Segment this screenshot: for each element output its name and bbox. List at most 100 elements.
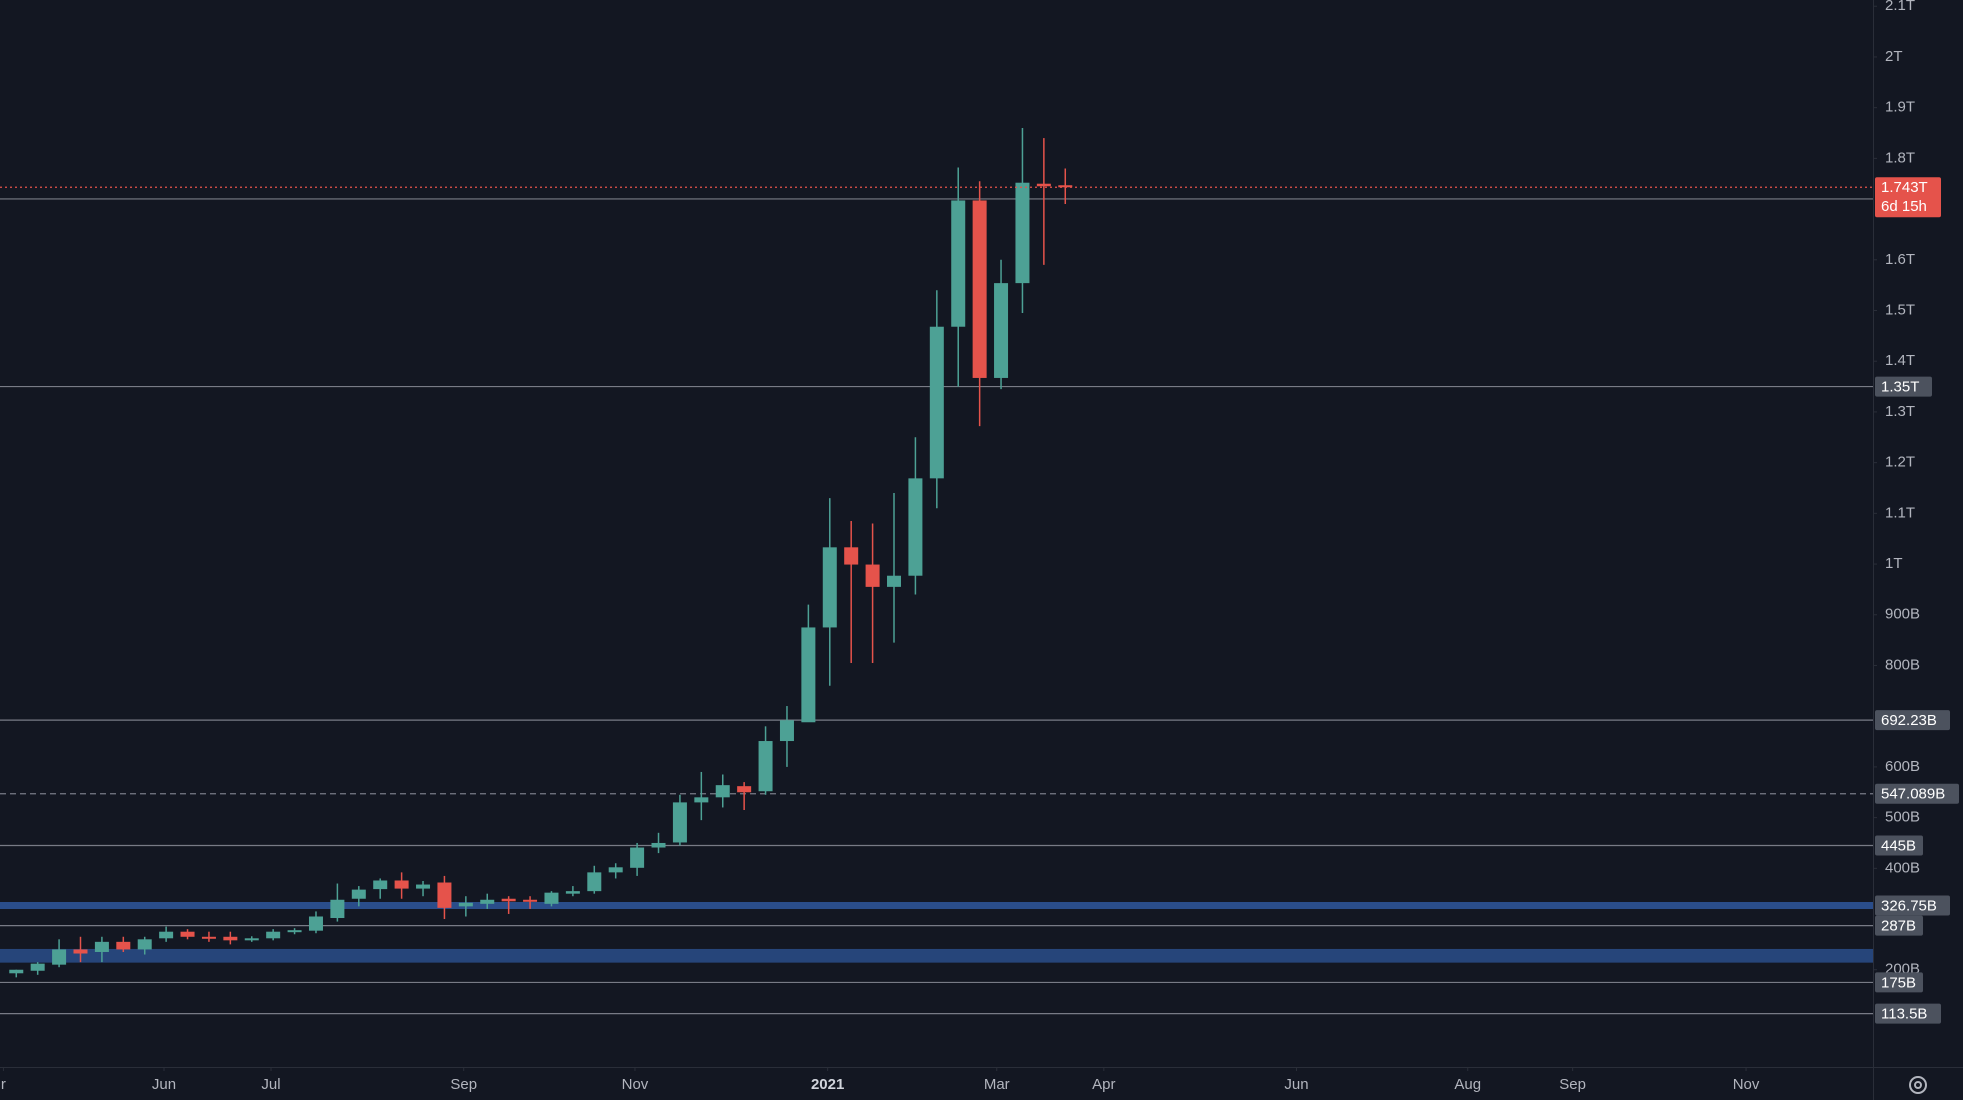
- candle-body: [994, 283, 1009, 378]
- candle-body: [587, 872, 602, 892]
- candle-body: [394, 880, 409, 889]
- candle-body: [672, 802, 687, 843]
- candle-body: [416, 884, 431, 889]
- candle-body: [694, 797, 709, 803]
- price-label-box: [1875, 1003, 1941, 1024]
- price-label-text: 1.35T: [1881, 379, 1919, 396]
- y-tick-label: 900B: [1885, 606, 1920, 623]
- gear-ring: [1909, 1076, 1927, 1094]
- price-label-box: [1875, 895, 1950, 916]
- candle-body: [458, 902, 473, 907]
- candle-body: [1058, 185, 1073, 188]
- candle-body: [908, 478, 923, 576]
- candle-body: [844, 547, 859, 565]
- price-label-text: 445B: [1881, 837, 1916, 854]
- last-price-label: 1.743T 6d 15h: [1875, 177, 1941, 218]
- price-label: 547.089B: [1875, 783, 1959, 804]
- candle-body: [887, 575, 902, 587]
- candle-body: [73, 949, 88, 954]
- y-tick-label: 600B: [1885, 758, 1920, 775]
- y-tick-label: 800B: [1885, 656, 1920, 673]
- candle-body: [373, 880, 388, 890]
- candle-body: [480, 899, 495, 904]
- price-label-box: [1875, 835, 1923, 856]
- gear-hub: [1914, 1081, 1922, 1089]
- price-label-text: 287B: [1881, 918, 1916, 935]
- price-label-box: [1875, 376, 1932, 397]
- candle-body: [737, 786, 752, 793]
- price-label-text: 113.5B: [1881, 1006, 1927, 1023]
- candle-body: [544, 892, 559, 904]
- y-tick-label: 1.5T: [1885, 301, 1915, 318]
- price-label: 445B: [1875, 835, 1923, 856]
- candle-body: [201, 936, 216, 939]
- candle-body: [223, 936, 238, 941]
- price-label-box: [1875, 972, 1923, 993]
- price-label: 1.35T: [1875, 376, 1932, 397]
- candle-body: [651, 842, 666, 848]
- zone: [0, 948, 1873, 963]
- candle-body: [244, 938, 259, 941]
- candle-body: [330, 899, 345, 919]
- price-label: 287B: [1875, 915, 1923, 936]
- price-label-text: 547.089B: [1881, 786, 1945, 803]
- candle-body: [30, 963, 45, 971]
- candle-body: [865, 564, 880, 587]
- y-tick-label: 1.6T: [1885, 251, 1915, 268]
- x-tick-label: Sep: [1559, 1076, 1586, 1093]
- price-label-box: [1875, 783, 1959, 804]
- y-tick-label: 500B: [1885, 809, 1920, 826]
- price-label: 692.23B: [1875, 710, 1950, 731]
- candle-body: [266, 931, 281, 939]
- candle-body: [116, 941, 131, 950]
- candle-body: [137, 939, 152, 950]
- candle-body: [159, 931, 174, 939]
- candle-body: [287, 930, 302, 933]
- price-label-text: 692.23B: [1881, 712, 1937, 729]
- y-tick-label: 1.8T: [1885, 149, 1915, 166]
- candle-body: [9, 969, 24, 974]
- x-tick-label: 2021: [811, 1076, 844, 1093]
- candle-body: [1015, 182, 1030, 284]
- candle-body: [351, 889, 366, 899]
- candle-body: [565, 891, 580, 894]
- x-tick-label: Mar: [984, 1076, 1010, 1093]
- price-label-text: 326.75B: [1881, 897, 1937, 914]
- candle-body: [822, 547, 837, 628]
- candle-body: [437, 882, 452, 908]
- candle-body: [951, 200, 966, 327]
- candle-body: [523, 899, 538, 902]
- candle-body: [94, 941, 109, 952]
- candle-body: [801, 627, 816, 723]
- candle-body: [972, 200, 987, 378]
- x-tick-label: r: [1, 1076, 6, 1093]
- last-price-text: 1.743T: [1881, 179, 1928, 196]
- y-tick-label: 1T: [1885, 555, 1903, 572]
- candle-body: [52, 949, 67, 965]
- x-tick-label: Sep: [450, 1076, 477, 1093]
- candle-body: [501, 898, 516, 902]
- y-tick-label: 1.2T: [1885, 454, 1915, 471]
- last-price-box: [1875, 177, 1941, 218]
- candle-body: [308, 916, 323, 931]
- price-label: 326.75B: [1875, 895, 1950, 916]
- price-label-box: [1875, 710, 1950, 731]
- x-tick-label: Nov: [622, 1076, 649, 1093]
- candle-body: [608, 867, 623, 873]
- candle-body: [779, 720, 794, 742]
- price-label: 113.5B: [1875, 1003, 1941, 1024]
- settings-icon[interactable]: [1909, 1076, 1927, 1094]
- x-tick-label: Jun: [152, 1076, 176, 1093]
- price-label-text: 175B: [1881, 974, 1916, 991]
- x-tick-label: Jun: [1284, 1076, 1308, 1093]
- x-tick-label: Aug: [1454, 1076, 1481, 1093]
- y-tick-label: 1.9T: [1885, 99, 1915, 116]
- y-tick-label: 400B: [1885, 859, 1920, 876]
- y-tick-label: 2.1T: [1885, 0, 1915, 14]
- price-label-box: [1875, 915, 1923, 936]
- x-tick-label: Nov: [1733, 1076, 1760, 1093]
- y-tick-label: 1.4T: [1885, 352, 1915, 369]
- x-tick-label: Apr: [1092, 1076, 1115, 1093]
